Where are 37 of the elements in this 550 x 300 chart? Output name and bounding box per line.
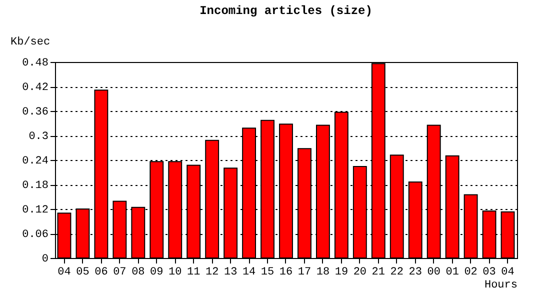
y-tick-label: 0.18	[22, 180, 48, 192]
y-tick-label: 0.06	[22, 229, 48, 241]
y-tick-label: 0.48	[22, 58, 48, 70]
x-tick-label: 18	[316, 266, 330, 278]
x-axis-title: Hours	[484, 280, 518, 292]
y-tick-label: 0.3	[28, 131, 48, 143]
x-tick-label: 03	[482, 266, 496, 278]
x-tick-label: 15	[260, 266, 274, 278]
x-tick-label: 22	[390, 266, 404, 278]
y-tick-label: 0.12	[22, 204, 48, 216]
y-axis-title: Kb/sec	[10, 36, 50, 48]
x-tick-label: 08	[132, 266, 145, 278]
y-tick-label: 0.36	[22, 106, 48, 118]
x-tick-label: 04	[501, 266, 515, 278]
x-tick-label: 07	[113, 266, 126, 278]
x-tick-label: 20	[353, 266, 367, 278]
x-tick-label: 02	[464, 266, 478, 278]
y-tick-label: 0.42	[22, 82, 48, 94]
x-tick-label: 09	[150, 266, 164, 278]
x-tick-label: 16	[279, 266, 293, 278]
x-tick-label: 13	[224, 266, 238, 278]
y-tick-label: 0.24	[22, 156, 49, 168]
x-tick-label: 17	[298, 266, 312, 278]
y-tick-label: 0	[42, 254, 48, 266]
chart-title: Incoming articles (size)	[200, 4, 372, 18]
x-tick-label: 21	[372, 266, 386, 278]
x-tick-label: 14	[242, 266, 256, 278]
x-tick-label: 23	[408, 266, 422, 278]
x-tick-label: 06	[94, 266, 108, 278]
x-tick-label: 12	[205, 266, 219, 278]
x-tick-label: 04	[58, 266, 72, 278]
x-tick-label: 05	[76, 266, 90, 278]
x-tick-label: 01	[446, 266, 460, 278]
x-tick-label: 19	[334, 266, 348, 278]
x-tick-label: 11	[187, 266, 201, 278]
x-tick-label: 00	[427, 266, 440, 278]
x-tick-label: 10	[168, 266, 182, 278]
